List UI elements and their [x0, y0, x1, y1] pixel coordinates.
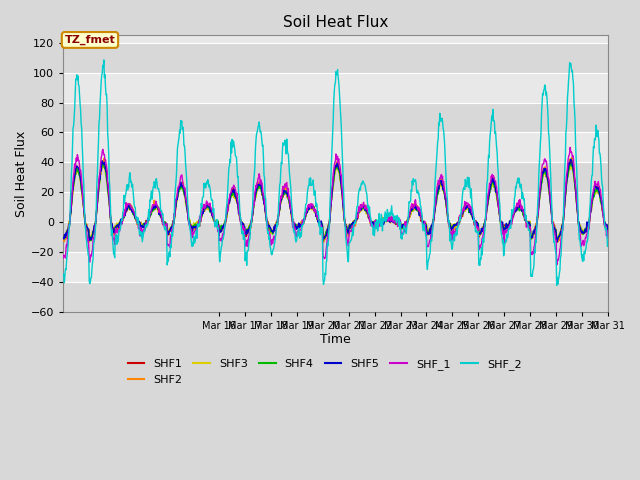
SHF5 [306, 204, 314, 210]
SHF3 [105, 195, 113, 201]
SHF4 [60, 235, 67, 240]
Bar [63, 132, 608, 162]
X-axis label: Time: Time [320, 334, 351, 347]
Text: TZ_fmet: TZ_fmet [65, 35, 115, 45]
Line: SHF1: SHF1 [63, 161, 608, 241]
SHF1 [104, 188, 112, 193]
SHF_1 [306, 201, 314, 207]
SHF2 [319, 240, 327, 245]
SHF1 [248, 217, 256, 223]
Bar [63, 72, 608, 103]
SHF_2 [249, 204, 257, 209]
SHF_2 [105, 153, 113, 158]
SHF2 [104, 185, 112, 191]
SHF1 [567, 158, 575, 164]
SHF2 [306, 205, 314, 211]
SHF_1 [104, 180, 112, 186]
SHF5 [554, 239, 561, 245]
SHF_1 [60, 255, 67, 261]
SHF2 [568, 155, 575, 160]
SHF4 [594, 187, 602, 192]
SHF5 [348, 221, 355, 227]
SHF2 [348, 223, 356, 229]
Bar [63, 103, 608, 132]
Line: SHF3: SHF3 [63, 164, 608, 242]
SHF1 [592, 186, 600, 192]
SHF4 [319, 238, 327, 244]
Bar [63, 162, 608, 192]
SHF_2 [553, 282, 561, 288]
SHF_2 [594, 128, 602, 133]
SHF2 [592, 185, 600, 191]
SHF3 [60, 232, 67, 238]
SHF_2 [348, 231, 356, 237]
SHF2 [604, 226, 612, 231]
SHF3 [249, 213, 257, 219]
SHF1 [553, 239, 561, 244]
SHF_1 [592, 182, 600, 188]
SHF5 [567, 156, 575, 162]
SHF3 [307, 206, 314, 212]
SHF3 [592, 191, 600, 197]
SHF_1 [604, 235, 612, 241]
SHF1 [604, 225, 612, 230]
SHF3 [99, 161, 107, 167]
SHF4 [306, 204, 314, 210]
SHF1 [348, 222, 355, 228]
SHF5 [104, 186, 112, 192]
SHF1 [594, 187, 602, 192]
SHF2 [594, 182, 602, 188]
Bar [63, 252, 608, 282]
Bar [63, 222, 608, 252]
SHF_1 [566, 144, 574, 150]
SHF5 [60, 235, 67, 241]
SHF_1 [348, 227, 355, 233]
SHF5 [604, 229, 612, 235]
SHF2 [248, 214, 256, 220]
SHF5 [594, 184, 602, 190]
SHF_2 [100, 57, 108, 63]
SHF4 [104, 190, 112, 195]
Line: SHF_2: SHF_2 [63, 60, 608, 285]
SHF_2 [307, 175, 314, 180]
Bar [63, 43, 608, 72]
SHF_2 [604, 240, 612, 246]
Line: SHF_1: SHF_1 [63, 147, 608, 265]
Legend: SHF1, SHF2, SHF3, SHF4, SHF5, SHF_1, SHF_2: SHF1, SHF2, SHF3, SHF4, SHF5, SHF_1, SHF… [124, 355, 526, 389]
SHF_2 [60, 271, 67, 277]
SHF_1 [594, 183, 602, 189]
Bar [63, 192, 608, 222]
SHF4 [348, 221, 356, 227]
Line: SHF5: SHF5 [63, 159, 608, 242]
SHF4 [567, 160, 575, 166]
SHF4 [248, 216, 256, 222]
SHF2 [60, 237, 67, 242]
SHF5 [592, 183, 600, 189]
SHF4 [604, 228, 612, 233]
Y-axis label: Soil Heat Flux: Soil Heat Flux [15, 131, 28, 216]
Title: Soil Heat Flux: Soil Heat Flux [283, 15, 388, 30]
Bar [63, 282, 608, 312]
SHF_1 [553, 262, 561, 268]
SHF3 [348, 224, 356, 229]
SHF_1 [248, 216, 256, 222]
SHF_2 [592, 134, 600, 140]
SHF4 [592, 187, 600, 192]
Line: SHF2: SHF2 [63, 157, 608, 242]
SHF5 [248, 213, 256, 219]
SHF3 [594, 187, 602, 193]
SHF1 [306, 205, 314, 211]
SHF1 [60, 233, 67, 239]
SHF3 [604, 225, 612, 231]
SHF3 [553, 240, 561, 245]
Line: SHF4: SHF4 [63, 163, 608, 241]
